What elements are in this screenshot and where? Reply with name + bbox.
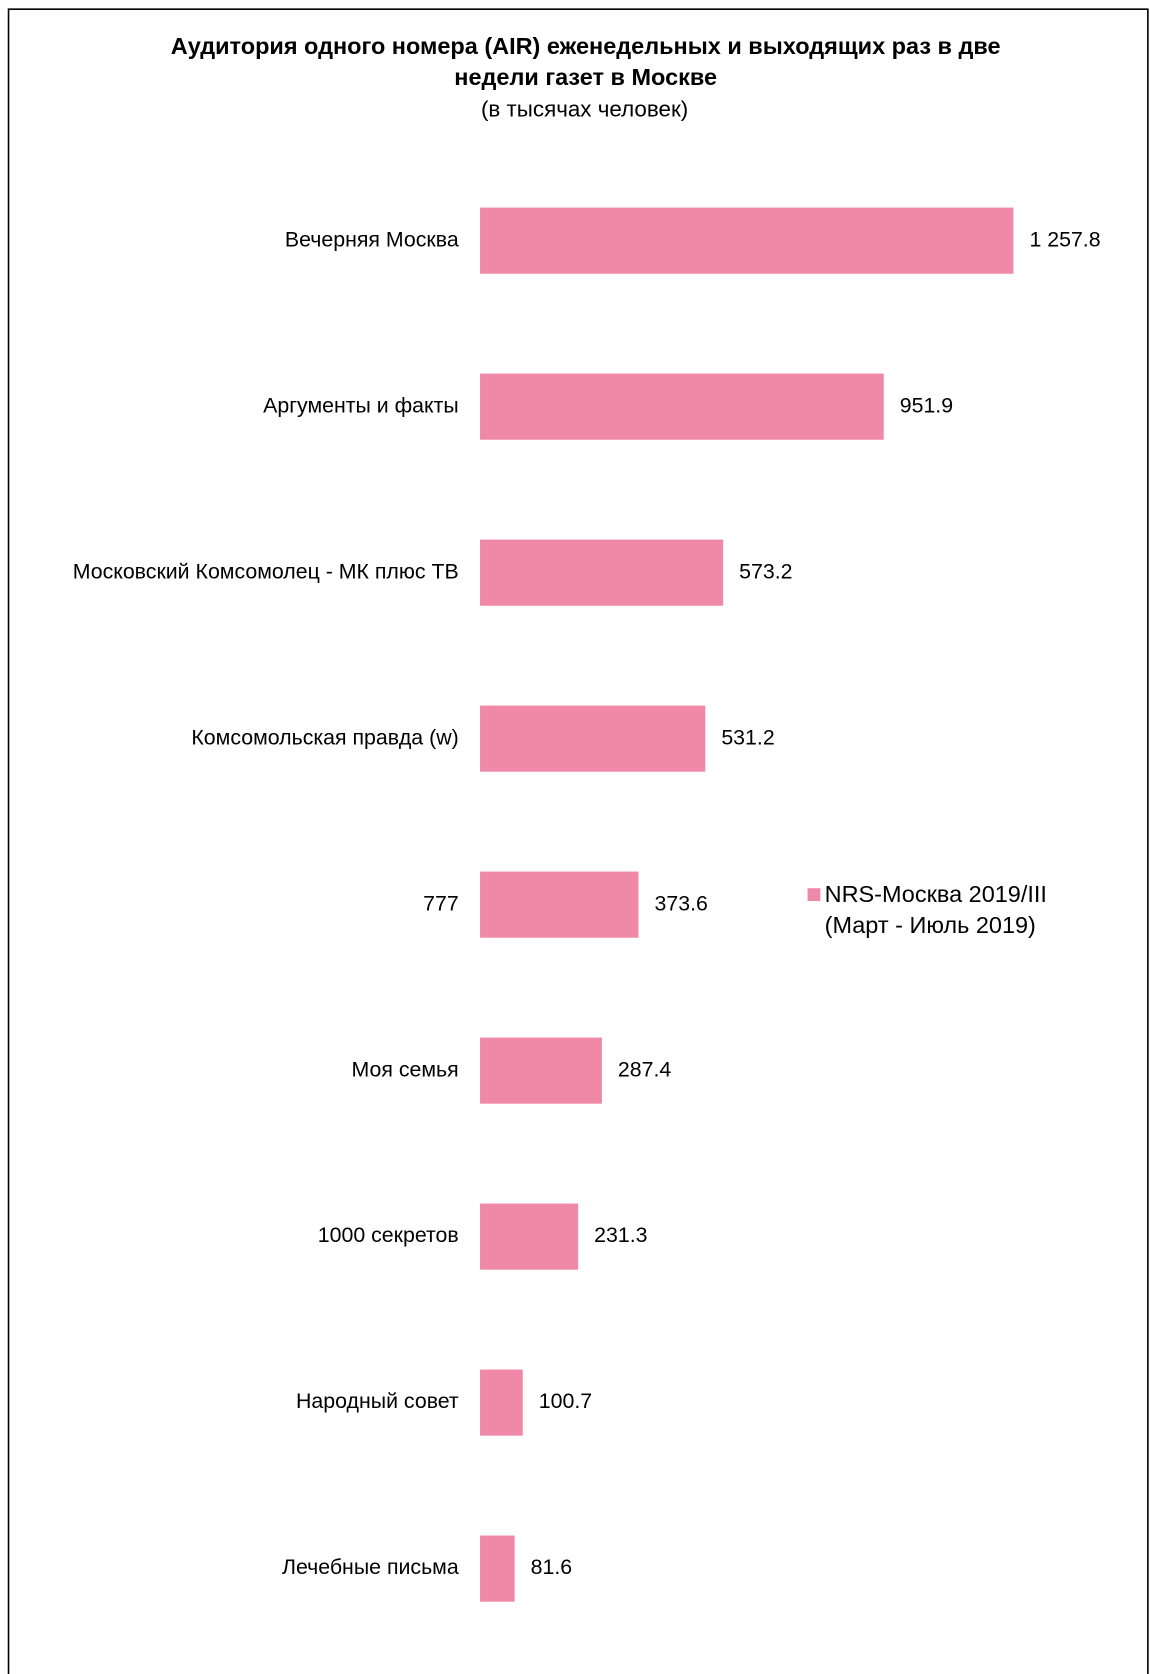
bar [480,1037,602,1104]
y-tick-label: Комсомольская правда (w) [191,725,458,749]
y-tick-label: Лечебные письма [282,1555,459,1579]
legend-box: NRS-Москва 2019/III (Март - Июль 2019) [824,880,1047,939]
y-tick-label: Вечерняя Москва [285,227,459,251]
data-label: 100.7 [539,1389,592,1413]
frame [7,8,1149,1674]
data-label: 81.6 [531,1555,573,1579]
bar [480,705,706,772]
bar [480,373,884,440]
data-label: 287.4 [618,1057,672,1081]
bar [480,207,1014,274]
legend-swatch [807,888,821,902]
chart-subtitle: (в тысячах человек) [481,96,688,121]
data-label: 573.2 [739,559,792,583]
data-label: 373.6 [654,891,707,915]
data-label: 531.2 [721,725,774,749]
bar [480,1369,523,1436]
title-box: Аудитория одного номера (AIR) еженедельн… [170,32,1001,91]
chart-title: Аудитория одного номера (AIR) еженедельн… [170,32,1001,91]
data-label: 951.9 [900,393,953,417]
bar [480,1535,515,1602]
y-tick-label: Московский Комсомолец - МК плюс ТВ [73,559,459,583]
y-tick-label: Народный совет [296,1389,459,1413]
y-tick-label: 1000 секретов [318,1223,459,1247]
legend-label: NRS-Москва 2019/III (Март - Июль 2019) [824,880,1047,939]
y-tick-label: Моя семья [352,1057,459,1081]
bar [480,539,724,606]
bar [480,871,639,938]
bar [480,1203,579,1270]
data-label: 231.3 [594,1223,647,1247]
y-tick-label: 777 [423,891,459,915]
data-label: 1 257.8 [1029,227,1100,251]
y-tick-label: Аргументы и факты [263,393,459,417]
